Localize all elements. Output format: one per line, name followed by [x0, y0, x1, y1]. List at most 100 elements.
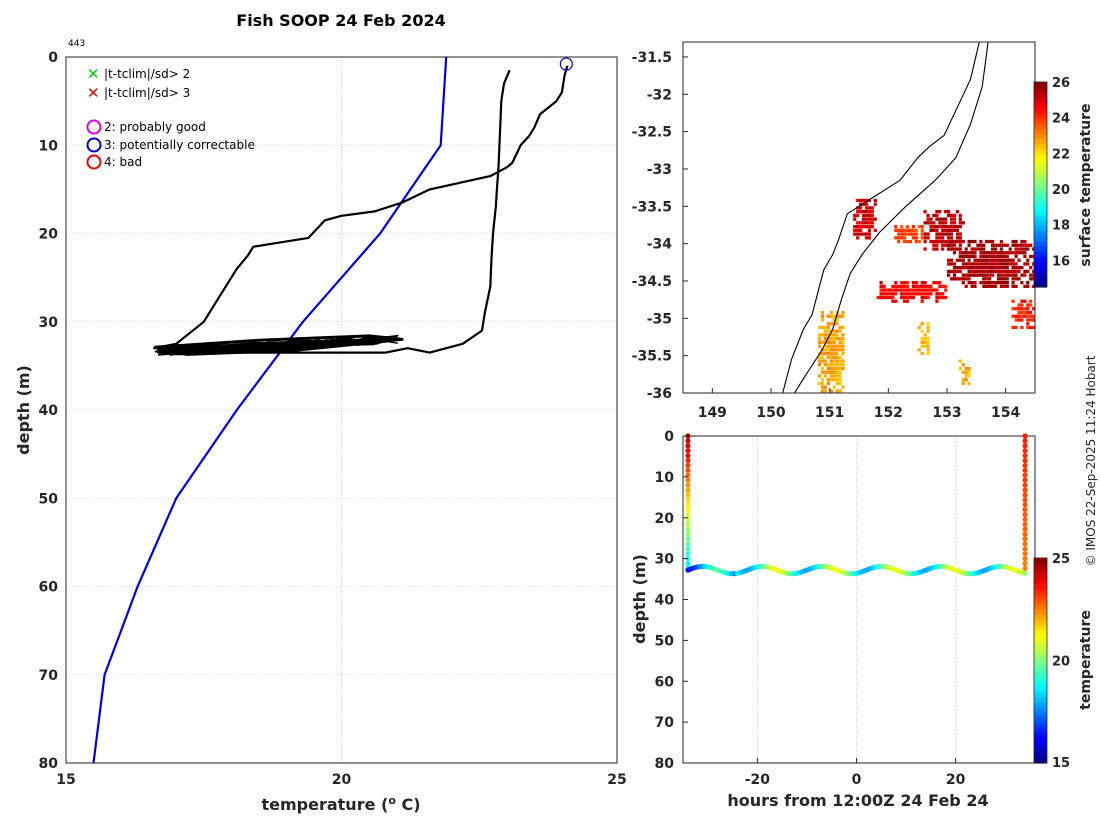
sst-cell — [958, 247, 962, 251]
sst-cell — [829, 378, 833, 382]
sst-cell — [1014, 247, 1018, 251]
map-plot: 149 150 151 152 153 154 -31.5 -32 -32.5 -33 -33.5 -… — [632, 41, 1094, 421]
sst-cell — [973, 258, 977, 262]
sst-cell — [835, 370, 839, 374]
sst-colorbar-segment — [1034, 210, 1047, 216]
sst-cell — [958, 366, 962, 371]
sst-cell — [826, 381, 830, 386]
sst-cell — [1029, 303, 1033, 307]
sst-cell — [935, 210, 939, 214]
sst-cell — [967, 370, 971, 374]
sst-cell — [894, 236, 898, 240]
sst-cell — [955, 210, 959, 214]
ascent-point — [1022, 467, 1028, 473]
sst-cell — [864, 232, 869, 236]
sst-cell — [935, 236, 939, 240]
sst-cell — [900, 281, 904, 285]
sst-cell — [996, 269, 1001, 274]
sst-cell — [923, 210, 927, 214]
sst-cell — [1002, 269, 1006, 274]
sst-cell — [817, 340, 822, 344]
sst-cell — [964, 284, 968, 288]
sst-cell — [917, 284, 921, 288]
sst-cell — [1002, 266, 1006, 270]
sst-cell — [1005, 277, 1009, 281]
sst-cell — [964, 262, 968, 266]
temperature-colorbar-segment — [1034, 588, 1047, 595]
sst-cell — [1017, 314, 1021, 318]
sst-cell — [1002, 281, 1006, 285]
sst-cell — [908, 239, 913, 244]
sst-colorbar-segment — [1034, 251, 1047, 257]
sst-cell — [914, 288, 918, 292]
sst-colorbar-segment — [1034, 148, 1047, 155]
sst-cell — [999, 284, 1003, 288]
sst-cell — [867, 232, 871, 236]
sst-cell — [961, 258, 965, 262]
sst-cell — [1014, 273, 1018, 277]
sst-cell — [949, 225, 954, 229]
sst-colorbar-segment — [1034, 230, 1047, 237]
temperature-colorbar-segment — [1034, 583, 1047, 590]
sst-cell — [923, 221, 927, 225]
sst-cell — [1020, 307, 1024, 311]
ascent-point — [1022, 565, 1028, 572]
sst-cell — [1032, 273, 1035, 277]
sst-cell — [1032, 269, 1035, 274]
sst-cell — [1014, 277, 1018, 281]
profile-ytick-label: 20 — [39, 227, 59, 243]
ascent-point — [1022, 472, 1028, 478]
profile-xtick-label: 25 — [607, 772, 626, 788]
sst-cell — [900, 288, 904, 292]
sst-cell — [823, 389, 827, 393]
sst-cell — [1011, 281, 1015, 285]
sst-cell — [859, 198, 863, 203]
sst-cell — [949, 236, 954, 240]
time-depth-points — [685, 433, 1028, 577]
sst-cell — [876, 295, 880, 300]
sst-cell — [826, 344, 830, 348]
sst-cell — [949, 247, 954, 251]
sst-cell — [882, 295, 886, 300]
sst-cell — [926, 236, 930, 240]
sst-cell — [841, 325, 845, 330]
sst-cell — [894, 288, 898, 292]
sst-colorbar: 16 18 20 22 24 26 — [1033, 76, 1070, 288]
temperature-colorbar-segment — [1034, 737, 1047, 744]
sst-cell — [841, 366, 845, 371]
sst-cell — [1011, 258, 1015, 262]
sst-cell — [867, 228, 871, 232]
sst-colorbar-segment — [1034, 179, 1047, 186]
sst-cell — [914, 281, 918, 285]
sst-cell — [903, 292, 907, 296]
descent-point — [685, 457, 691, 464]
sst-cell — [938, 281, 942, 285]
sst-cell — [1026, 243, 1030, 247]
profile-xtick-label: 15 — [56, 772, 75, 788]
sst-cell — [920, 236, 924, 240]
sst-cell — [1014, 269, 1018, 274]
sst-colorbar-segment — [1034, 225, 1047, 232]
sst-cell — [1005, 251, 1009, 255]
ascent-point — [1022, 448, 1028, 454]
sst-cell — [958, 221, 962, 225]
profile-xtick-label: 20 — [332, 772, 352, 788]
sst-cell — [964, 273, 968, 277]
sst-cell — [985, 239, 989, 244]
sst-colorbar-tick: 16 — [1052, 254, 1070, 269]
sst-colorbar-segment — [1034, 123, 1047, 129]
sst-cell — [935, 247, 939, 251]
descent-point — [685, 551, 691, 557]
sst-cell — [1017, 269, 1021, 274]
sst-cell — [903, 299, 907, 303]
sst-cell — [926, 351, 930, 356]
ascent-point — [1022, 556, 1028, 562]
profile-grid — [66, 57, 617, 763]
sst-cell — [999, 262, 1003, 266]
sst-cell — [838, 370, 842, 374]
sst-cell — [841, 385, 845, 389]
sst-cell — [897, 232, 901, 236]
sst-cell — [867, 206, 871, 210]
sst-cell — [1008, 247, 1012, 251]
sst-cell — [861, 225, 866, 229]
